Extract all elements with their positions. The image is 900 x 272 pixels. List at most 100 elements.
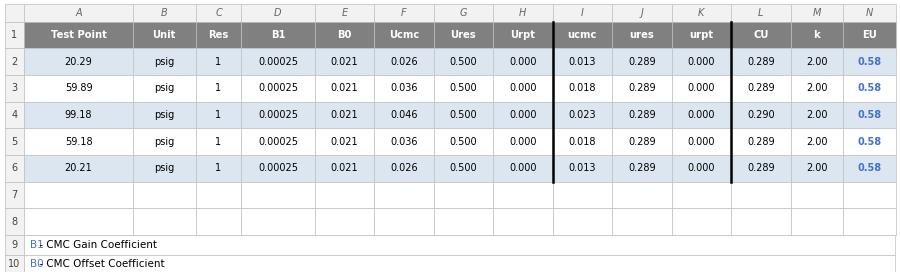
Text: 0.000: 0.000 [509,110,536,120]
Text: 2.00: 2.00 [806,84,827,93]
Text: 5: 5 [12,137,17,147]
Text: 0.58: 0.58 [857,163,881,173]
Text: 0.500: 0.500 [450,163,477,173]
Bar [731,4,790,22]
Text: 2.00: 2.00 [806,57,827,67]
Bar [24,235,895,255]
Text: Urpt: Urpt [510,30,536,40]
Text: 9: 9 [12,240,17,250]
Text: L: L [758,8,763,18]
Text: 1: 1 [215,137,221,147]
Bar [612,75,671,102]
Bar [241,102,315,128]
Bar [843,75,896,102]
Bar [731,22,790,48]
Text: k: k [814,30,820,40]
Bar [612,102,671,128]
Bar [24,4,133,22]
Bar [671,4,731,22]
Bar [133,128,195,155]
Text: 2.00: 2.00 [806,137,827,147]
Text: 0.290: 0.290 [747,110,775,120]
Bar [843,4,896,22]
Bar [133,182,195,208]
Text: CU: CU [753,30,769,40]
Text: 0.00025: 0.00025 [258,84,298,93]
Text: 0.000: 0.000 [688,57,716,67]
Text: 0.00025: 0.00025 [258,163,298,173]
Bar [671,128,731,155]
Bar [493,128,553,155]
Text: 0.00025: 0.00025 [258,110,298,120]
Bar [24,208,133,235]
Text: 99.18: 99.18 [65,110,93,120]
Text: 59.89: 59.89 [65,84,93,93]
Bar [671,182,731,208]
Text: 10: 10 [8,259,21,269]
Text: psig: psig [154,110,175,120]
Text: 1: 1 [215,163,221,173]
Bar [790,48,843,75]
Bar [195,48,241,75]
Bar [843,128,896,155]
Bar [843,102,896,128]
Bar [133,102,195,128]
Text: D: D [274,8,282,18]
Bar [612,48,671,75]
Bar [374,182,434,208]
Bar [315,182,374,208]
Text: C: C [215,8,222,18]
Text: 0.289: 0.289 [747,84,775,93]
Bar [133,4,195,22]
Text: 0.289: 0.289 [628,84,655,93]
Bar [195,75,241,102]
Text: Test Point: Test Point [50,30,106,40]
Text: B1: B1 [30,240,43,250]
Bar [4,22,24,48]
Bar [790,208,843,235]
Text: 0.500: 0.500 [450,57,477,67]
Text: 0.000: 0.000 [688,84,716,93]
Bar [4,182,24,208]
Bar [493,208,553,235]
Bar [133,155,195,182]
Bar [843,182,896,208]
Text: 2.00: 2.00 [806,163,827,173]
Text: 0.021: 0.021 [330,57,358,67]
Text: urpt: urpt [689,30,714,40]
Bar [434,155,493,182]
Bar [434,208,493,235]
Text: 0.00025: 0.00025 [258,137,298,147]
Bar [374,155,434,182]
Text: 0.289: 0.289 [628,57,655,67]
Bar [24,22,133,48]
Text: H: H [519,8,526,18]
Text: 0.018: 0.018 [569,84,596,93]
Text: Res: Res [209,30,229,40]
Text: psig: psig [154,163,175,173]
Text: psig: psig [154,57,175,67]
Bar [612,208,671,235]
Text: 0.289: 0.289 [628,110,655,120]
Bar [612,155,671,182]
Bar [315,48,374,75]
Bar [374,102,434,128]
Bar [374,22,434,48]
Bar [4,48,24,75]
Bar [671,22,731,48]
Bar [434,48,493,75]
Bar [241,182,315,208]
Text: 0.289: 0.289 [747,57,775,67]
Bar [4,255,24,272]
Text: 0.500: 0.500 [450,137,477,147]
Text: 0.289: 0.289 [747,163,775,173]
Text: 0.000: 0.000 [509,137,536,147]
Bar [241,4,315,22]
Text: 2.00: 2.00 [806,110,827,120]
Bar [24,128,133,155]
Bar [241,48,315,75]
Bar [493,102,553,128]
Text: Ucmc: Ucmc [389,30,419,40]
Text: 0.58: 0.58 [857,110,881,120]
Bar [24,102,133,128]
